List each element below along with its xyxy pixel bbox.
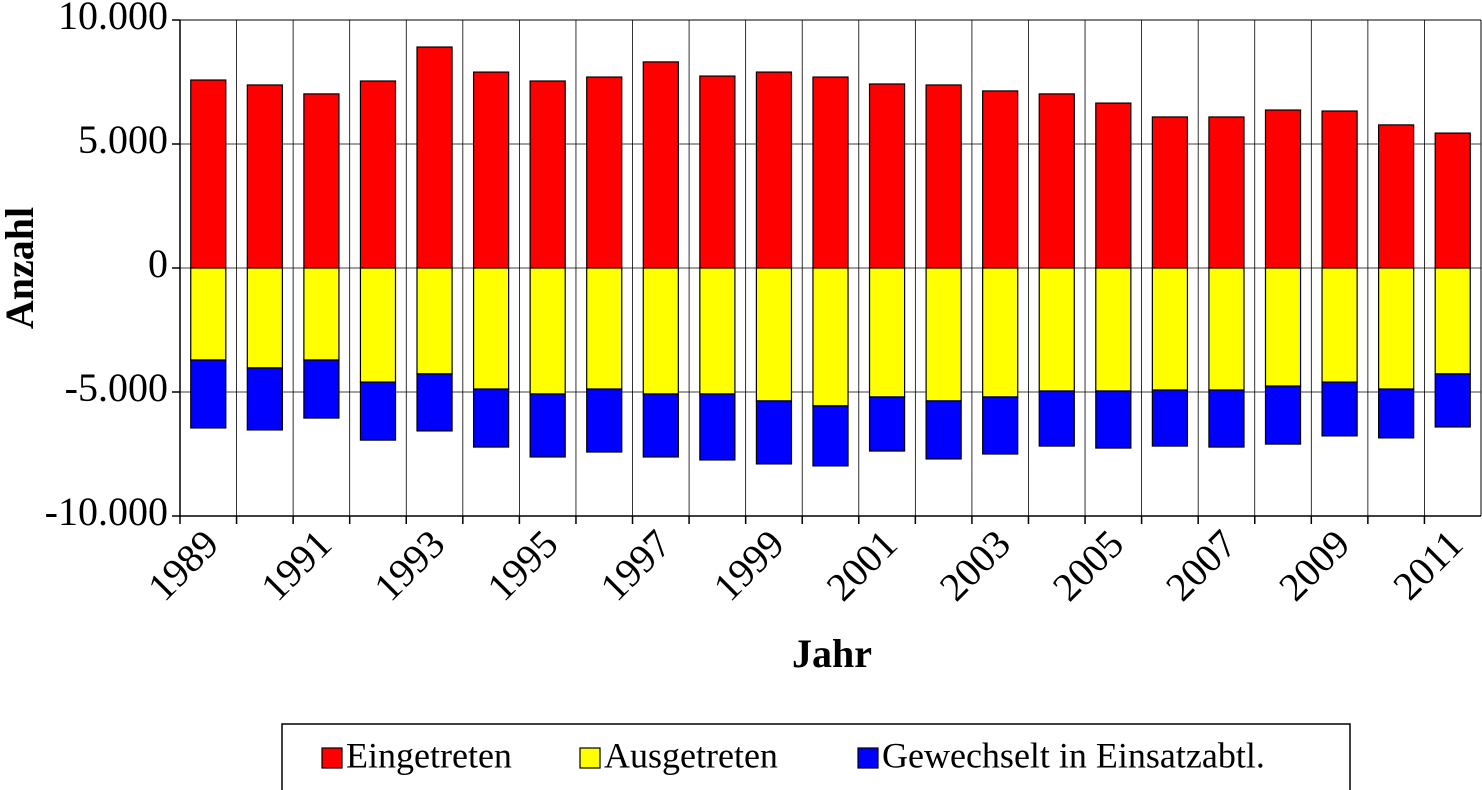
bar-segment	[1378, 267, 1415, 390]
bar-segment	[1434, 132, 1471, 269]
bar-segment	[416, 267, 453, 375]
bar-segment	[1378, 388, 1415, 439]
y-tick-label: -10.000	[45, 489, 168, 534]
bar-segment	[359, 381, 397, 441]
x-tick-label: 2009	[1270, 521, 1358, 609]
bar-segment	[1321, 381, 1358, 437]
legend-label: Ausgetreten	[604, 735, 778, 775]
bar-segment	[1095, 102, 1132, 269]
bar-segment	[359, 80, 397, 269]
bar-segment	[755, 400, 793, 465]
bar-segment	[472, 267, 510, 390]
x-tick-label: 2007	[1157, 521, 1245, 609]
bar-segment	[1038, 93, 1075, 269]
bar-segment	[1264, 385, 1302, 445]
bar-segment	[699, 393, 736, 461]
x-tick-label: 1997	[591, 521, 679, 609]
bar-segment	[303, 359, 340, 419]
bar-segment	[1208, 267, 1245, 391]
x-tick-label: 2001	[818, 521, 906, 609]
bar-segment	[529, 80, 566, 269]
bar-segment	[982, 267, 1019, 398]
bar-segment	[642, 393, 679, 458]
legend-label: Eingetreten	[346, 735, 512, 775]
bar-segment	[416, 46, 453, 269]
bar-segment	[868, 267, 906, 398]
bar-segment	[416, 373, 453, 432]
bar-segment	[1151, 389, 1189, 447]
legend-swatch	[321, 747, 343, 769]
bar-segment	[699, 75, 736, 269]
bar-segment	[586, 267, 623, 390]
x-tick-label: 1999	[704, 521, 792, 609]
bar-segment	[925, 84, 962, 269]
x-axis-title: Jahr	[792, 631, 872, 676]
bar-segment	[472, 388, 510, 448]
x-tick-label: 1995	[478, 521, 566, 609]
bar-segment	[190, 79, 227, 269]
bar-segment	[1321, 110, 1358, 269]
bar-segment	[982, 90, 1019, 269]
bar-segment	[812, 405, 849, 467]
x-tick-label: 2005	[1044, 521, 1132, 609]
x-tick-label: 1991	[252, 521, 340, 609]
bar-segment	[1378, 124, 1415, 269]
y-tick-label: 5.000	[78, 117, 168, 162]
bar-segment	[246, 367, 283, 431]
bar-segment	[755, 267, 793, 402]
bar-segment	[190, 359, 227, 429]
bar-segment	[1151, 267, 1189, 391]
y-tick-label: -5.000	[65, 365, 168, 410]
bar-segment	[1038, 390, 1075, 447]
bar-segment	[1208, 389, 1245, 448]
y-tick-label: 0	[148, 241, 168, 286]
bar-segment	[1321, 267, 1358, 383]
bar-segment	[1095, 267, 1132, 392]
bar-segment	[246, 84, 283, 269]
bar-segment	[1095, 390, 1132, 449]
bar-segment	[1434, 267, 1471, 375]
x-tick-label: 2011	[1384, 521, 1471, 608]
bar-segment	[868, 396, 906, 452]
bar-segment	[925, 267, 962, 402]
bar-segment	[359, 267, 397, 383]
bar-segment	[982, 396, 1019, 455]
y-axis-title: Anzahl	[0, 207, 42, 329]
bar-segment	[303, 93, 340, 269]
bar-segment	[529, 267, 566, 395]
legend-label: Gewechselt in Einsatzabtl.	[882, 735, 1265, 775]
bar-segment	[1151, 116, 1189, 269]
bar-segment	[925, 400, 962, 460]
bar-segment	[1264, 109, 1302, 269]
x-tick-label: 1989	[139, 521, 227, 609]
legend-swatch	[579, 747, 601, 769]
bar-segment	[642, 61, 679, 269]
bar-segment	[190, 267, 227, 361]
bar-segment	[586, 388, 623, 453]
bar-segment	[1434, 373, 1471, 428]
bar-segment	[812, 76, 849, 269]
bar-segment	[642, 267, 679, 395]
bar-segment	[1038, 267, 1075, 392]
x-tick-label: 1993	[365, 521, 453, 609]
bar-segment	[246, 267, 283, 369]
x-tick-label: 2003	[931, 521, 1019, 609]
bar-segment	[529, 393, 566, 458]
bar-segment	[755, 71, 793, 269]
bar-segment	[586, 76, 623, 269]
bar-segment	[1208, 116, 1245, 269]
bar-segment	[812, 267, 849, 407]
y-tick-label: 10.000	[58, 0, 168, 38]
bar-segment	[1264, 267, 1302, 387]
bar-segment	[472, 71, 510, 269]
bar-segment	[699, 267, 736, 395]
legend-swatch	[857, 747, 879, 769]
bar-segment	[868, 83, 906, 269]
bar-segment	[303, 267, 340, 361]
legend-box	[281, 723, 1351, 790]
